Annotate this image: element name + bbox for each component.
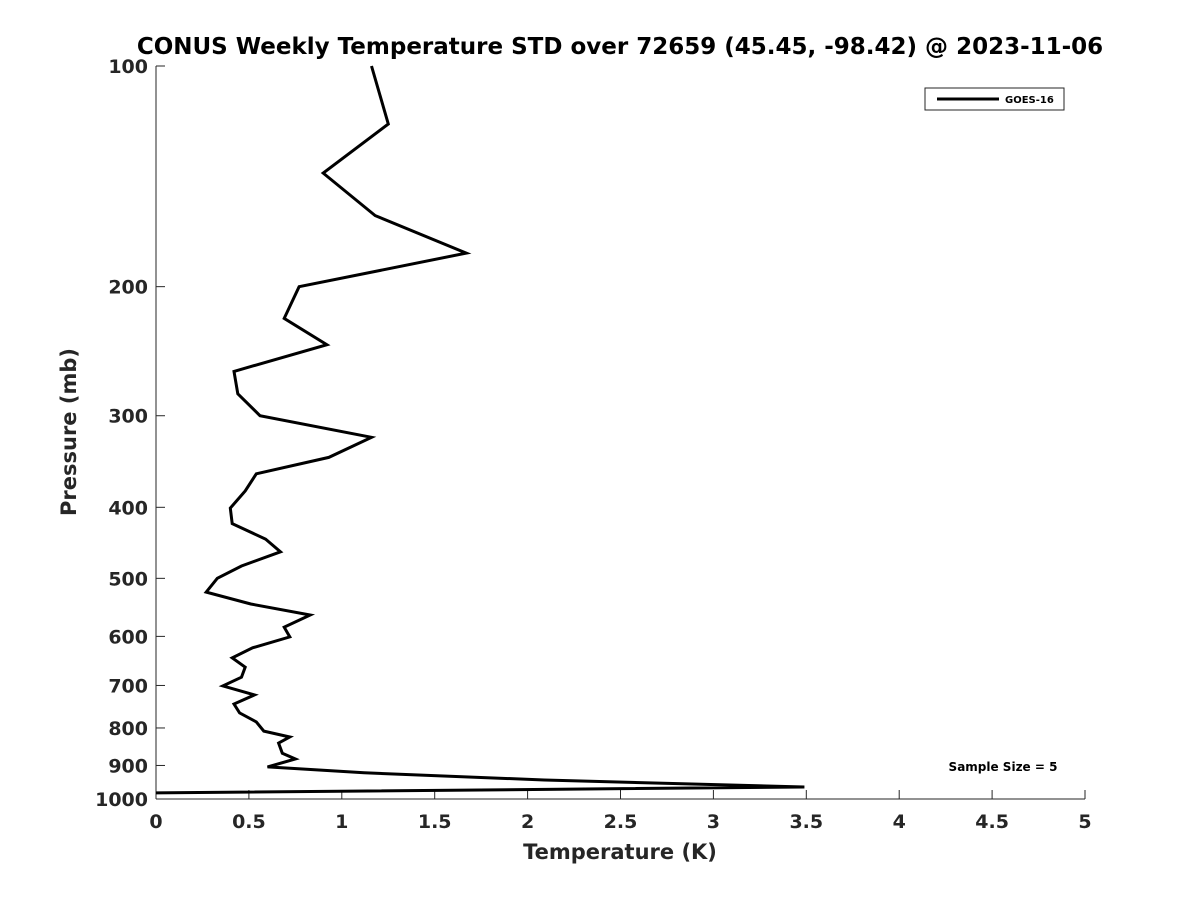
- y-tick-label: 600: [108, 626, 148, 648]
- x-tick-label: 0: [149, 811, 162, 833]
- y-tick-label: 200: [108, 277, 148, 299]
- x-tick-label: 3: [707, 811, 720, 833]
- x-tick-label: 5: [1078, 811, 1091, 833]
- x-tick-label: 0.5: [232, 811, 266, 833]
- x-tick-label: 4.5: [975, 811, 1009, 833]
- y-tick-label: 1000: [95, 789, 148, 811]
- x-tick-label: 3.5: [789, 811, 823, 833]
- y-tick-label: 700: [108, 675, 148, 697]
- chart-title: CONUS Weekly Temperature STD over 72659 …: [137, 34, 1103, 60]
- y-tick-label: 500: [108, 568, 148, 590]
- x-tick-label: 1.5: [418, 811, 452, 833]
- series-group: [155, 65, 805, 795]
- y-tick-label: 100: [108, 56, 148, 78]
- y-tick-label: 900: [108, 755, 148, 777]
- x-tick-label: 1: [335, 811, 348, 833]
- x-tick-label: 2: [521, 811, 534, 833]
- y-tick-label: 800: [108, 718, 148, 740]
- y-tick-label: 400: [108, 497, 148, 519]
- legend: GOES-16: [924, 87, 1065, 111]
- y-axis: 100 200 300 400 500 600 700 800 900 1000: [95, 56, 165, 811]
- x-axis: 0 0.5 1 1.5 2 2.5 3 3.5 4 4.5 5: [149, 790, 1092, 833]
- x-axis-label: Temperature (K): [523, 840, 717, 864]
- x-tick-label: 2.5: [604, 811, 638, 833]
- y-axis-label: Pressure (mb): [57, 348, 81, 516]
- x-tick-label: 4: [893, 811, 906, 833]
- sample-size-annotation: Sample Size = 5: [949, 760, 1058, 774]
- series-line-goes-16: [155, 65, 805, 795]
- y-tick-label: 300: [108, 406, 148, 428]
- legend-label-goes-16: GOES-16: [1005, 95, 1054, 106]
